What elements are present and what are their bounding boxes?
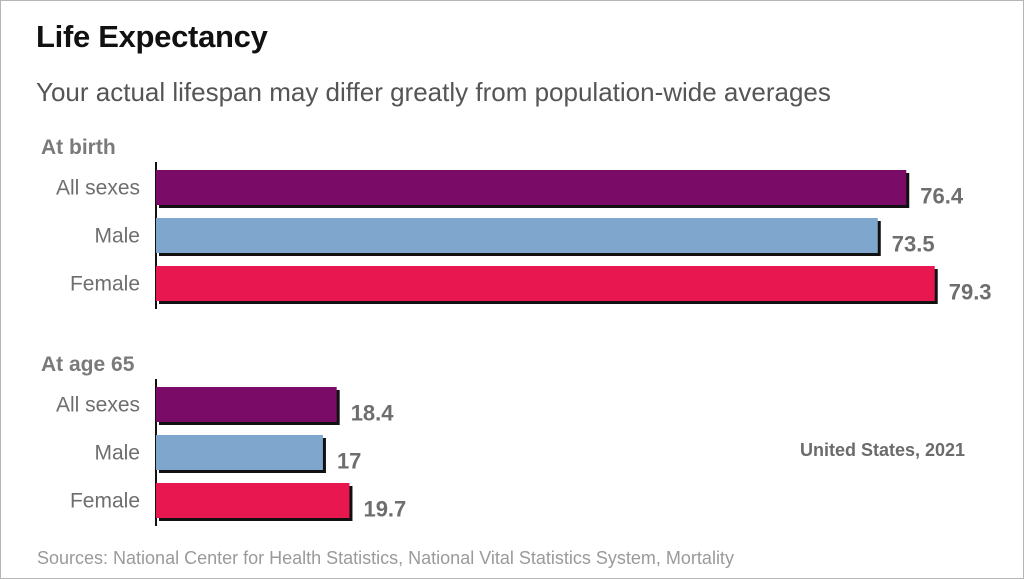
category-label: Female [70, 273, 140, 296]
group-label: At birth [41, 136, 116, 159]
chart-subtitle: Your actual lifespan may differ greatly … [36, 77, 831, 107]
value-label: 79.3 [949, 280, 992, 305]
category-label: All sexes [56, 394, 140, 417]
group-label: At age 65 [41, 353, 135, 376]
bar [156, 387, 337, 422]
value-label: 76.4 [920, 184, 964, 209]
region-year-note: United States, 2021 [800, 440, 966, 460]
category-label: Male [94, 225, 140, 248]
chart-title: Life Expectancy [36, 19, 268, 54]
category-label: Female [70, 490, 140, 513]
source-note: Sources: National Center for Health Stat… [37, 548, 734, 568]
value-label: 17 [337, 449, 361, 474]
category-label: All sexes [56, 177, 140, 200]
bar [156, 483, 350, 518]
value-label: 73.5 [892, 232, 935, 257]
value-label: 19.7 [363, 497, 406, 522]
bar [156, 170, 907, 205]
bar [156, 435, 323, 470]
value-label: 18.4 [351, 401, 395, 426]
bar [156, 218, 878, 253]
bar [156, 266, 935, 301]
category-label: Male [94, 442, 140, 465]
